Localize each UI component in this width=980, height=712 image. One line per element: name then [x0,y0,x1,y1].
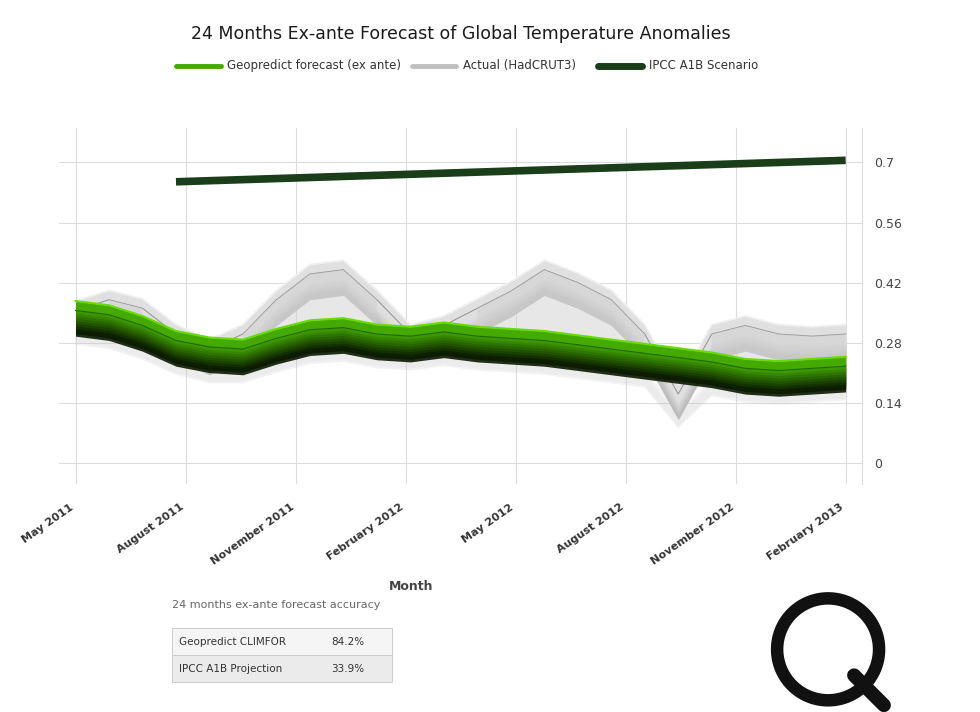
Text: 33.9%: 33.9% [331,664,365,674]
Text: 24 months ex-ante forecast accuracy: 24 months ex-ante forecast accuracy [172,600,380,610]
Text: Geopredict CLIMFOR: Geopredict CLIMFOR [179,637,286,646]
Text: August 2012: August 2012 [556,502,625,555]
Text: August 2011: August 2011 [116,502,185,555]
Text: Actual (HadCRUT3): Actual (HadCRUT3) [463,59,575,72]
Text: February 2013: February 2013 [765,502,846,562]
Text: 84.2%: 84.2% [331,637,365,646]
Text: IPCC A1B Projection: IPCC A1B Projection [179,664,282,674]
Text: Month: Month [389,580,434,593]
Polygon shape [75,328,846,429]
Text: February 2012: February 2012 [325,502,406,562]
Polygon shape [75,332,846,426]
Text: Geopredict forecast (ex ante): Geopredict forecast (ex ante) [227,59,402,72]
Text: May 2011: May 2011 [21,502,75,545]
Text: IPCC A1B Scenario: IPCC A1B Scenario [649,59,758,72]
Text: 24 Months Ex-ante Forecast of Global Temperature Anomalies: 24 Months Ex-ante Forecast of Global Tem… [191,25,730,43]
Text: May 2012: May 2012 [461,502,515,545]
Text: November 2011: November 2011 [209,502,296,567]
Text: November 2012: November 2012 [649,502,736,567]
